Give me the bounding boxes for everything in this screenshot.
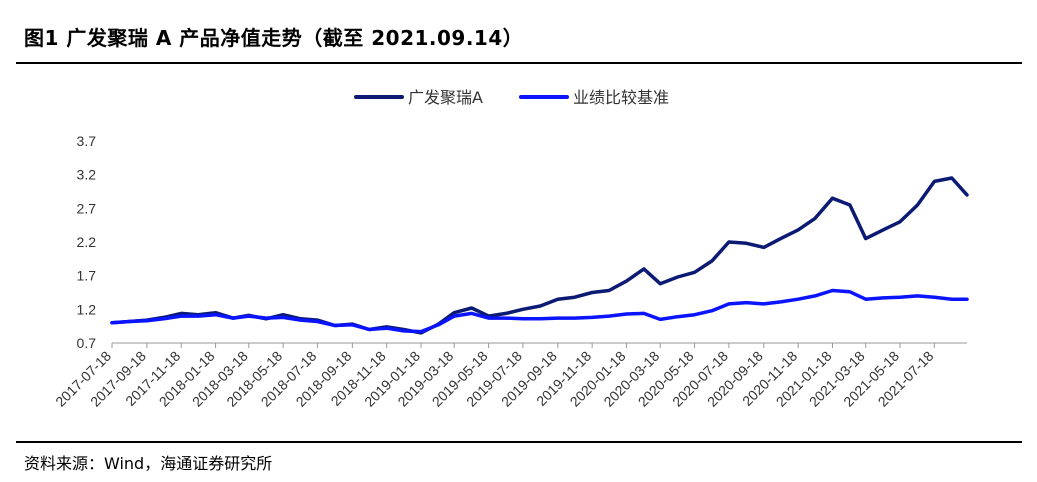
y-tick-label: 3.7 (77, 133, 97, 149)
chart-legend: 广发聚瑞A 业绩比较基准 (354, 88, 669, 107)
series-line-1 (110, 288, 969, 334)
y-tick-label: 2.2 (77, 234, 97, 250)
y-tick-label: 1.7 (77, 268, 97, 284)
footer-rule (16, 441, 1022, 443)
series-line-0 (110, 176, 969, 335)
y-tick-label: 1.2 (77, 301, 97, 317)
title-rule (16, 62, 1022, 64)
chart-title: 图1 广发聚瑞 A 产品净值走势（截至 2021.09.14） (24, 26, 524, 50)
legend-label: 广发聚瑞A (408, 88, 483, 107)
y-axis: 3.7 3.2 2.7 2.2 1.7 1.2 0.7 (77, 133, 97, 351)
legend-label: 业绩比较基准 (573, 88, 669, 107)
y-tick-label: 0.7 (77, 335, 97, 351)
x-axis: 2017-07-182017-09-182017-11-182018-01-18… (52, 342, 967, 410)
series-lines (110, 176, 969, 335)
source-note: 资料来源：Wind，海通证券研究所 (24, 454, 273, 473)
y-tick-label: 3.2 (77, 167, 97, 183)
y-tick-label: 2.7 (77, 200, 97, 216)
